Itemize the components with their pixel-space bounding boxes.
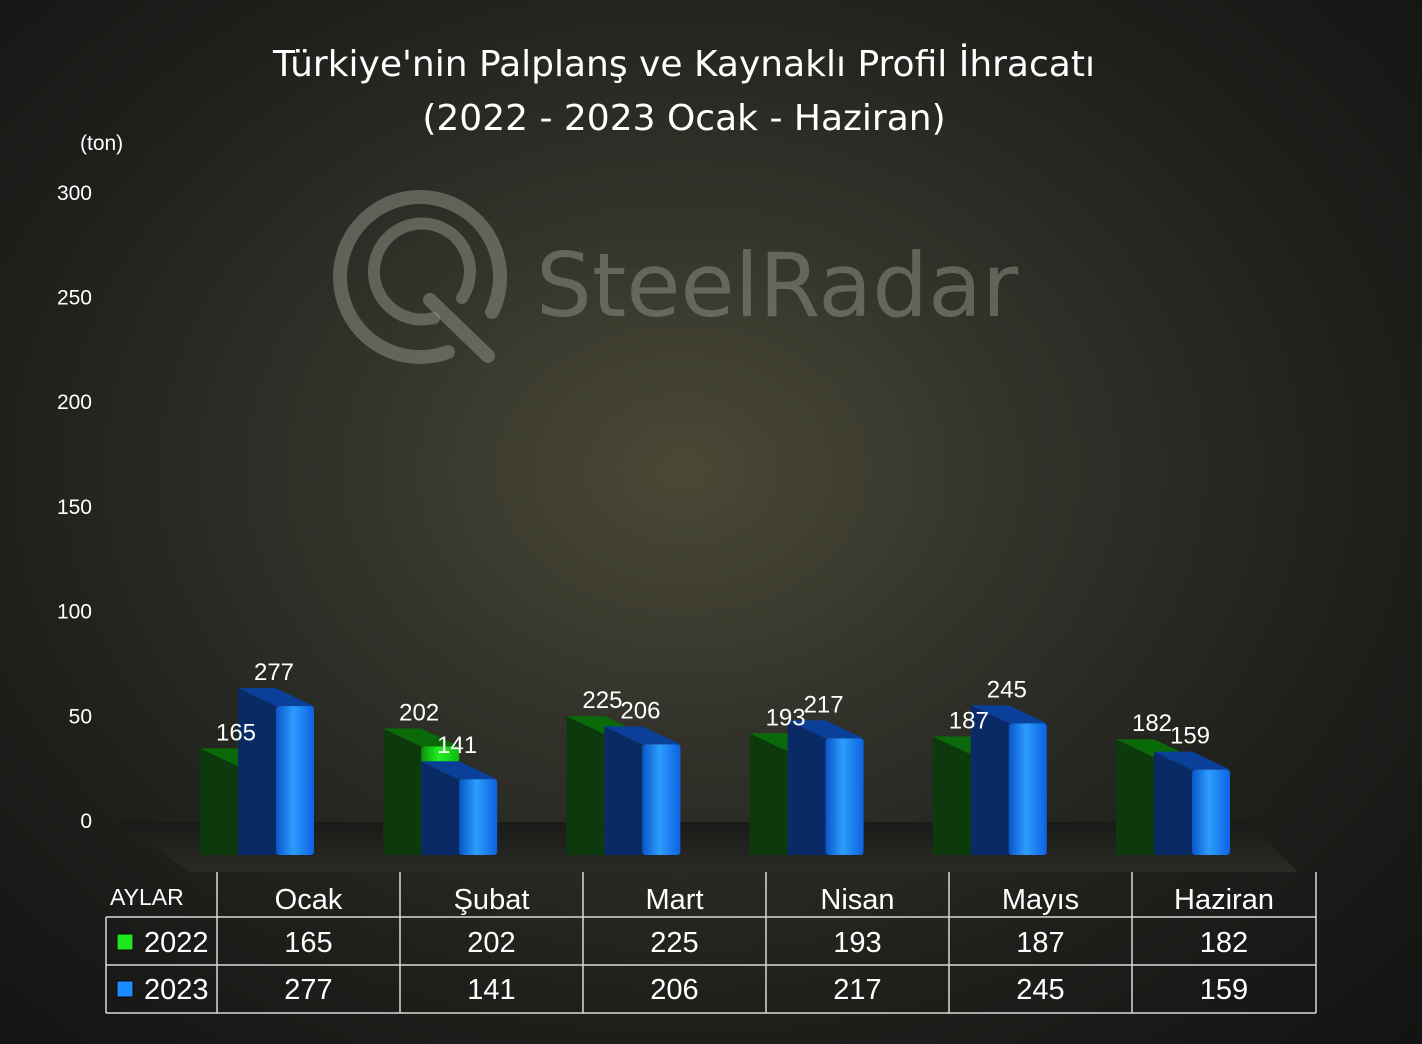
bars bbox=[200, 688, 1230, 855]
table-category-header: Mayıs bbox=[1002, 884, 1079, 916]
table-cell: 245 bbox=[1016, 974, 1064, 1006]
bar-top bbox=[787, 720, 864, 739]
bar-top bbox=[970, 705, 1047, 724]
bar-side bbox=[421, 761, 460, 855]
y-tick-label: 300 bbox=[57, 182, 92, 205]
y-tick-label: 0 bbox=[80, 810, 92, 833]
y-axis-unit-label: (ton) bbox=[80, 132, 123, 155]
bar-side bbox=[1116, 739, 1154, 855]
bar-top bbox=[383, 728, 460, 747]
legend-label-2022: 2022 bbox=[144, 927, 209, 959]
table-cell: 225 bbox=[650, 927, 698, 959]
bar-side bbox=[932, 736, 971, 855]
bar-side bbox=[749, 733, 788, 855]
table-category-header: Nisan bbox=[820, 884, 894, 916]
table-category-header: Şubat bbox=[454, 884, 530, 916]
table-cell: 187 bbox=[1016, 927, 1064, 959]
bar-2023-Ocak bbox=[238, 688, 314, 855]
data-label: 187 bbox=[949, 708, 989, 735]
bar-front bbox=[825, 738, 864, 855]
bar-2023-Şubat bbox=[421, 761, 498, 855]
table-category-header: Ocak bbox=[275, 884, 343, 916]
y-tick-label: 50 bbox=[69, 705, 92, 728]
legend-key-2023 bbox=[116, 980, 134, 998]
bar-2023-Nisan bbox=[787, 720, 864, 855]
bar-side bbox=[787, 720, 826, 855]
y-tick-label: 100 bbox=[57, 601, 92, 624]
table-cell: 165 bbox=[284, 927, 332, 959]
chart-subtitle: (2022 - 2023 Ocak - Haziran) bbox=[422, 98, 945, 139]
data-label: 165 bbox=[216, 719, 256, 746]
bar-front bbox=[1192, 769, 1230, 855]
data-label: 217 bbox=[804, 691, 844, 718]
y-axis: 0 50 100 150 200 250 300 bbox=[57, 182, 92, 833]
bar-top bbox=[421, 761, 498, 780]
legend-label-2023: 2023 bbox=[144, 974, 209, 1006]
table-cell: 206 bbox=[650, 974, 698, 1006]
bar-top bbox=[238, 688, 314, 707]
data-label: 159 bbox=[1170, 723, 1210, 750]
data-label: 202 bbox=[399, 699, 439, 726]
bar-2023-Mayıs bbox=[970, 705, 1047, 855]
data-label: 225 bbox=[582, 687, 622, 714]
bar-2023-Haziran bbox=[1154, 751, 1230, 855]
bar-2023-Mart bbox=[604, 726, 681, 855]
bar-top bbox=[1154, 751, 1230, 770]
table-cell: 159 bbox=[1200, 974, 1248, 1006]
legend-key-2022 bbox=[116, 933, 134, 951]
table-cell: 141 bbox=[467, 974, 515, 1006]
bar-front bbox=[642, 744, 681, 855]
table-category-header: Mart bbox=[646, 884, 704, 916]
bar-front bbox=[276, 706, 314, 855]
watermark-text: SteelRadar bbox=[536, 234, 1019, 337]
bar-front bbox=[1008, 723, 1047, 855]
bar-side bbox=[1154, 751, 1192, 855]
data-label: 245 bbox=[987, 676, 1027, 703]
bar-side bbox=[566, 716, 605, 855]
steelradar-logo-icon bbox=[333, 190, 508, 365]
bar-side bbox=[383, 728, 422, 855]
data-label: 193 bbox=[766, 704, 806, 731]
watermark: SteelRadar bbox=[333, 190, 1019, 365]
data-label: 277 bbox=[254, 659, 294, 686]
data-label: 182 bbox=[1132, 710, 1172, 737]
bar-side bbox=[604, 726, 643, 855]
bar-side bbox=[970, 705, 1009, 855]
y-tick-label: 250 bbox=[57, 287, 92, 310]
y-tick-label: 200 bbox=[57, 391, 92, 414]
bar-top bbox=[604, 726, 681, 745]
table-category-header: Haziran bbox=[1174, 884, 1274, 916]
bar-front bbox=[459, 779, 498, 855]
table-cell: 193 bbox=[833, 927, 881, 959]
table-cell: 277 bbox=[284, 974, 332, 1006]
y-tick-label: 150 bbox=[57, 496, 92, 519]
table-cell: 182 bbox=[1200, 927, 1248, 959]
bar-side bbox=[238, 688, 276, 855]
table-header-label: AYLAR bbox=[110, 884, 184, 910]
bar-side bbox=[200, 748, 238, 855]
table-cell: 202 bbox=[467, 927, 515, 959]
table-cell: 217 bbox=[833, 974, 881, 1006]
data-label: 206 bbox=[620, 697, 660, 724]
data-label: 141 bbox=[437, 732, 477, 759]
chart-title: Türkiye'nin Palplanş ve Kaynaklı Profil … bbox=[272, 43, 1095, 85]
